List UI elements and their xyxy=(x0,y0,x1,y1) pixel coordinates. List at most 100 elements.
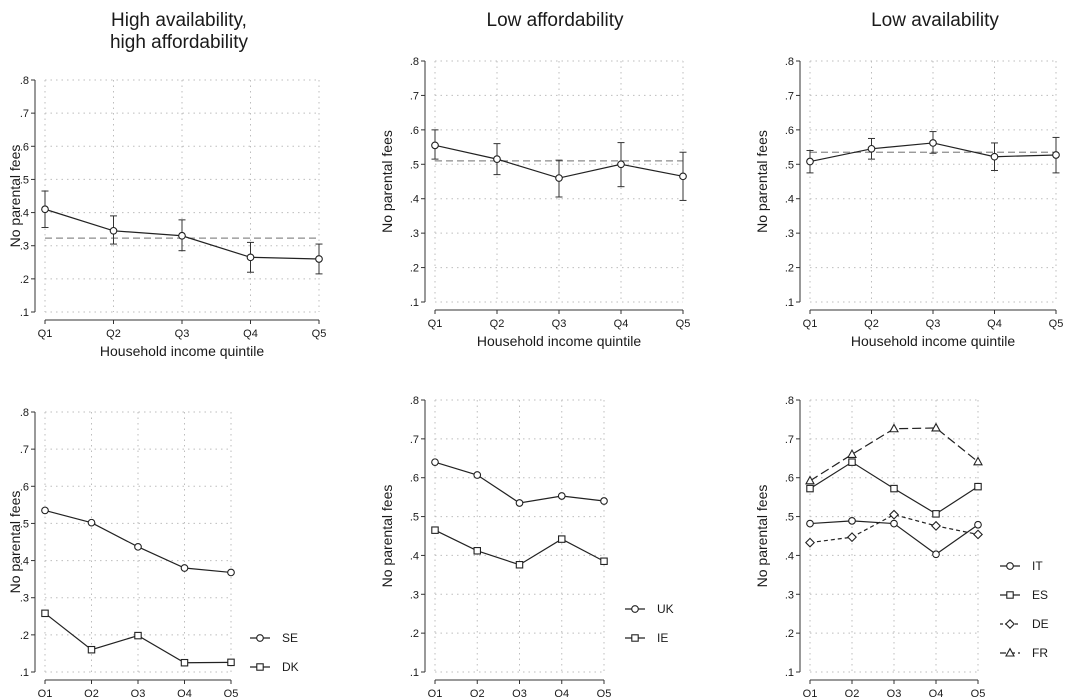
y-tick-label: .8 xyxy=(410,56,419,68)
data-point xyxy=(973,456,983,466)
y-axis-title: No parental fees xyxy=(754,130,770,233)
panel-3: Low availability .1 .2 .3 .4 .5 .6 .7 .8 Q1 Q2 Q3 Q4… xyxy=(754,10,1063,349)
legend-label: IT xyxy=(1032,559,1043,573)
y-tick-label: .6 xyxy=(20,481,29,493)
x-axis-title: Household income quintile xyxy=(851,333,1015,349)
series-line xyxy=(44,509,232,574)
y-tick-label: .7 xyxy=(20,444,29,456)
y-tick-label: .3 xyxy=(785,589,794,601)
data-point xyxy=(473,547,481,555)
data-point xyxy=(805,475,815,485)
x-tick-label: Q1 xyxy=(428,318,443,330)
x-tick-label: Q5 xyxy=(971,688,986,697)
series-se xyxy=(41,506,235,577)
legend-label: UK xyxy=(657,602,674,616)
data-point xyxy=(557,492,566,500)
x-tick-label: Q3 xyxy=(926,318,941,330)
y-tick-label: .7 xyxy=(410,434,419,446)
x-tick-label: Q4 xyxy=(987,318,1002,330)
x-tick-label: Q4 xyxy=(177,688,192,697)
data-point xyxy=(889,423,899,433)
data-point xyxy=(600,557,608,566)
legend: UK IE xyxy=(625,602,674,645)
panel-1: High availability,high affordability .1 .2… xyxy=(7,10,326,359)
data-point xyxy=(974,520,982,529)
data-point xyxy=(227,568,235,577)
y-axis-title: No parental fees xyxy=(7,145,23,248)
y-tick-label: .2 xyxy=(410,628,419,640)
y-tick-label: .5 xyxy=(20,518,29,530)
series-1 xyxy=(41,190,323,275)
legend-item: UK xyxy=(625,602,674,616)
data-point xyxy=(932,550,940,559)
legend-item: ES xyxy=(1000,588,1048,602)
data-point xyxy=(557,535,566,543)
y-tick-label: .4 xyxy=(20,208,29,220)
chart-title: Low availability xyxy=(871,10,999,31)
x-tick-label: Q5 xyxy=(676,318,691,330)
series-ie xyxy=(431,526,608,569)
series-uk xyxy=(431,458,608,507)
x-tick-label: Q1 xyxy=(38,688,53,697)
legend-item: SE xyxy=(250,631,298,645)
y-tick-label: .1 xyxy=(410,667,419,679)
y-tick-label: .4 xyxy=(20,556,29,568)
gridlines xyxy=(44,411,232,673)
x-tick-label: Q2 xyxy=(470,688,485,697)
data-point xyxy=(515,561,524,569)
data-point xyxy=(889,509,899,520)
chart-title: high affordability xyxy=(110,32,249,53)
data-point xyxy=(431,141,439,150)
y-axis-title: No parental fees xyxy=(379,485,395,588)
legend-label: SE xyxy=(282,631,298,645)
data-point xyxy=(990,152,999,161)
data-point xyxy=(617,160,625,169)
series-es xyxy=(806,458,982,518)
series-line xyxy=(809,513,979,544)
x-tick-label: Q4 xyxy=(243,328,258,340)
y-tick-label: .5 xyxy=(410,159,419,171)
x-tick-label: Q3 xyxy=(175,328,190,340)
x-tick-label: Q4 xyxy=(929,688,944,697)
legend-label: FR xyxy=(1032,646,1048,660)
legend-marker xyxy=(1006,591,1014,599)
data-point xyxy=(848,458,856,466)
data-point xyxy=(493,155,501,163)
y-tick-label: .6 xyxy=(785,125,794,137)
legend-label: IE xyxy=(657,631,668,645)
series-1 xyxy=(431,129,687,201)
y-tick-label: .6 xyxy=(410,125,419,137)
legend-label: ES xyxy=(1032,588,1048,602)
series-fr xyxy=(805,422,983,485)
x-tick-label: Q5 xyxy=(1049,318,1064,330)
legend-marker xyxy=(631,634,639,642)
data-point xyxy=(805,537,815,548)
data-point xyxy=(806,484,814,493)
x-tick-label: Q3 xyxy=(131,688,146,697)
data-point xyxy=(890,519,898,528)
data-point xyxy=(515,499,524,507)
y-tick-label: .7 xyxy=(785,434,794,446)
x-tick-label: Q4 xyxy=(554,688,569,697)
y-tick-label: .1 xyxy=(20,307,29,319)
data-point xyxy=(87,645,96,654)
data-point xyxy=(41,506,49,515)
legend-marker xyxy=(1006,562,1014,570)
chart-title: High availability, xyxy=(111,10,247,31)
y-tick-label: .8 xyxy=(785,56,794,68)
data-point xyxy=(806,157,814,166)
data-point xyxy=(87,518,96,527)
gridlines xyxy=(809,399,979,673)
y-axis-title: No parental fees xyxy=(379,130,395,233)
x-tick-label: Q2 xyxy=(490,318,505,330)
data-point xyxy=(227,658,235,667)
y-tick-label: .1 xyxy=(20,667,29,679)
y-tick-label: .8 xyxy=(20,75,29,87)
legend-item: FR xyxy=(1000,646,1048,660)
data-point xyxy=(41,205,49,214)
y-tick-label: .4 xyxy=(410,194,419,206)
y-tick-label: .8 xyxy=(785,395,794,407)
